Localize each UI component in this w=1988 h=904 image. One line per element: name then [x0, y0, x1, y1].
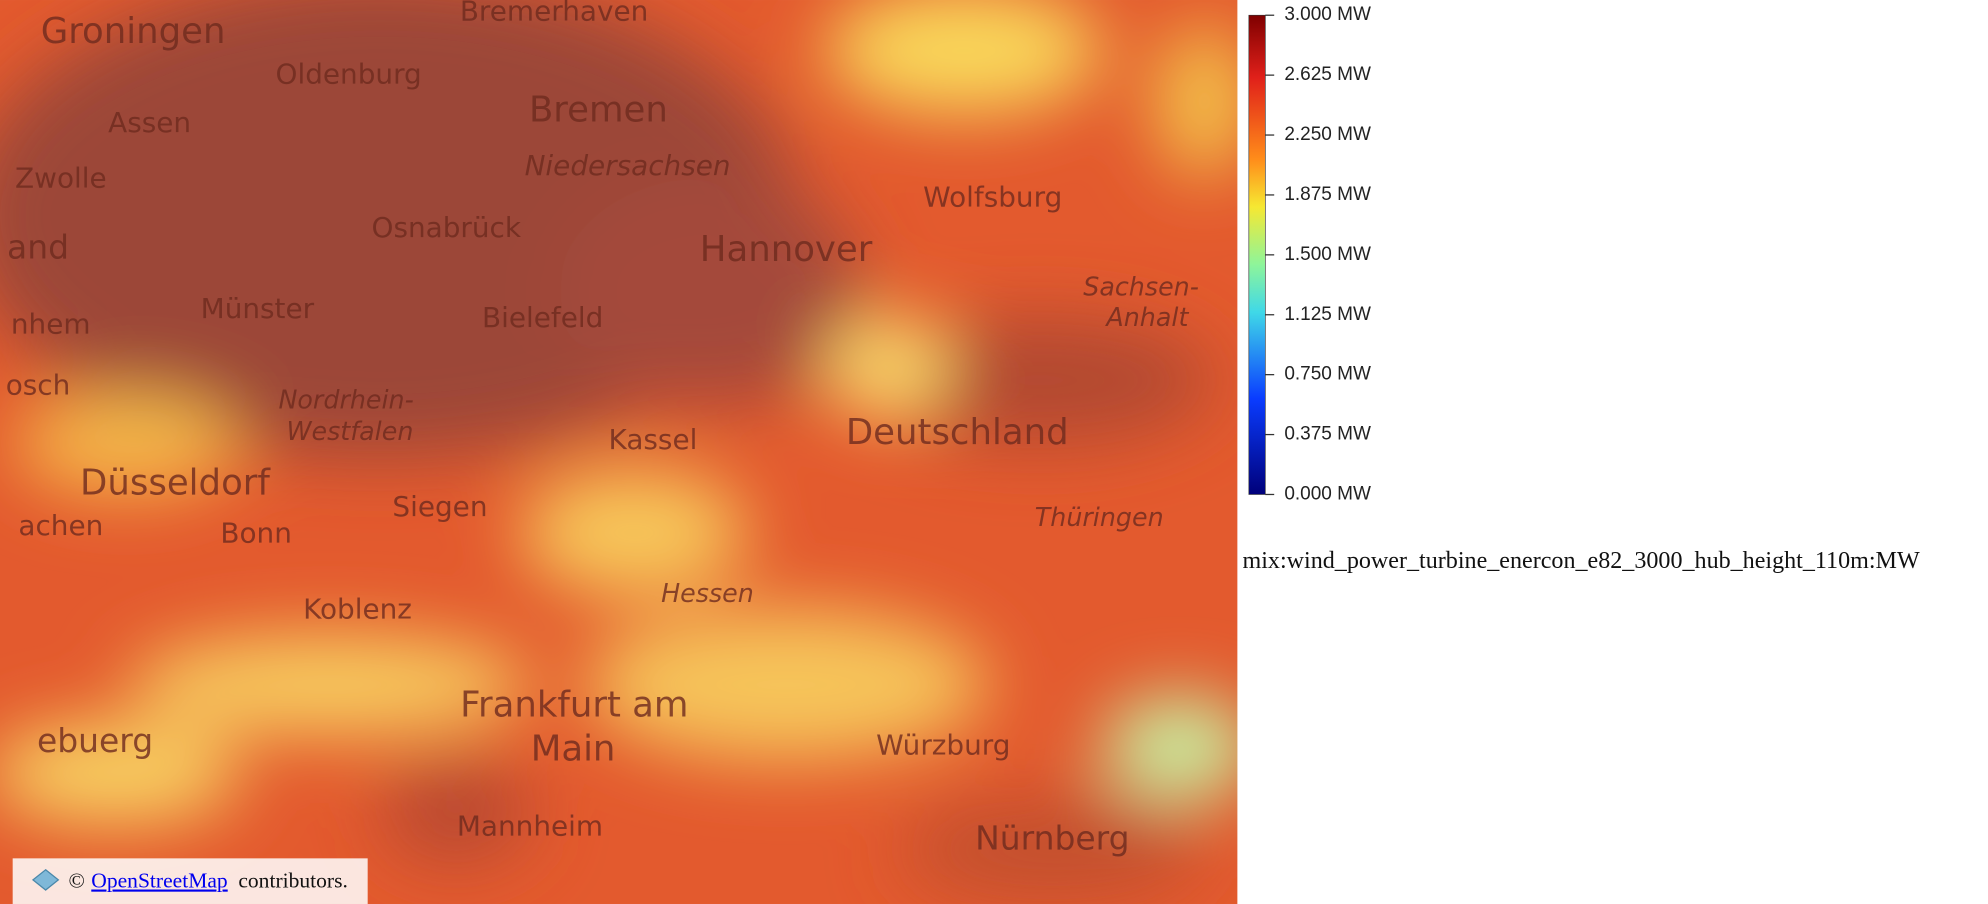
place-label: Mannheim — [457, 810, 603, 843]
place-label: Würzburg — [876, 728, 1010, 761]
place-label: Bremen — [529, 90, 668, 131]
place-label: Bielefeld — [482, 301, 603, 334]
place-label: Kassel — [609, 423, 698, 456]
place-label: Nordrhein- — [278, 384, 413, 414]
colorbar-tick-label: 2.625 MW — [1284, 64, 1371, 85]
attribution: © OpenStreetMap contributors. — [12, 858, 368, 904]
place-label: Nürnberg — [975, 818, 1129, 857]
colorbar-tick-label: 1.875 MW — [1284, 184, 1371, 205]
place-label: Münster — [201, 292, 315, 325]
colorbar-tick-label: 0.375 MW — [1284, 424, 1371, 445]
colorbar-tick-label: 3.000 MW — [1284, 4, 1371, 25]
place-label: Bremerhaven — [460, 0, 648, 27]
logo-icon — [31, 868, 60, 891]
place-label: achen — [18, 509, 103, 542]
place-label: Düsseldorf — [80, 462, 271, 503]
colorbar-tick-label: 1.125 MW — [1284, 304, 1371, 325]
place-label: Thüringen — [1035, 502, 1164, 532]
place-label: Koblenz — [303, 593, 412, 626]
colorbar-tick-label: 0.000 MW — [1284, 483, 1371, 504]
map-labels: Bremerhaven Groningen Oldenburg Assen Bremen… — [6, 0, 1199, 857]
place-label: Zwolle — [15, 162, 107, 195]
place-label: Assen — [108, 106, 191, 139]
colorbar-tick-label: 1.500 MW — [1284, 244, 1371, 265]
place-label: Anhalt — [1104, 302, 1189, 332]
place-label: and — [7, 228, 69, 267]
colorbar-ticks: 3.000 MW 2.625 MW 2.250 MW 1.875 MW 1.500 MW… — [1265, 4, 1371, 504]
place-label: Sachsen- — [1083, 271, 1199, 301]
place-label: Westfalen — [286, 416, 413, 446]
place-label: Bonn — [220, 517, 292, 550]
place-label: nhem — [11, 307, 91, 340]
place-label: Siegen — [392, 490, 487, 523]
attribution-text: © OpenStreetMap contributors. — [68, 869, 347, 893]
place-label: Osnabrück — [372, 211, 522, 244]
layer-name: mix:wind_power_turbine_enercon_e82_3000_… — [1242, 548, 1919, 574]
place-label: Hessen — [661, 578, 754, 608]
place-label: ebuerg — [37, 721, 153, 760]
place-label: osch — [6, 368, 71, 401]
colorbar-tick-label: 0.750 MW — [1284, 364, 1371, 385]
colorbar-tick-label: 2.250 MW — [1284, 124, 1371, 145]
place-label: Oldenburg — [276, 58, 422, 91]
place-label: Deutschland — [846, 412, 1069, 453]
heatmap — [0, 0, 1238, 904]
osm-link[interactable]: OpenStreetMap — [91, 869, 227, 893]
place-label: Niedersachsen — [525, 149, 731, 182]
place-label: Wolfsburg — [923, 181, 1062, 214]
place-label: Main — [531, 729, 616, 770]
place-label: Frankfurt am — [460, 684, 688, 725]
place-label: Groningen — [41, 11, 226, 52]
colorbar — [1248, 14, 1266, 495]
place-label: Hannover — [700, 229, 873, 270]
